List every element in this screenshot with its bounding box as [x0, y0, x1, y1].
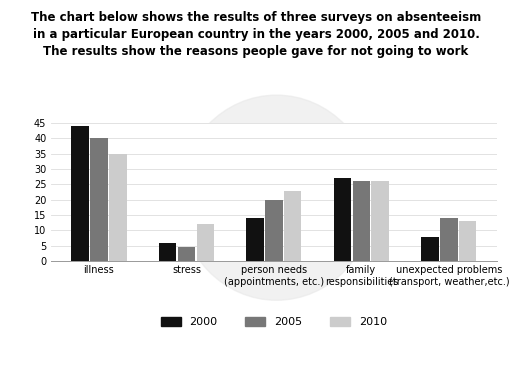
Bar: [284, 191, 302, 261]
Bar: [440, 218, 458, 261]
Bar: [178, 247, 195, 261]
Bar: [334, 178, 351, 261]
Text: The chart below shows the results of three surveys on absenteeism
in a particula: The chart below shows the results of thr…: [31, 11, 481, 58]
Bar: [90, 138, 108, 261]
Bar: [109, 154, 126, 261]
Bar: [159, 243, 177, 261]
Bar: [197, 224, 214, 261]
Bar: [72, 126, 89, 261]
Bar: [459, 221, 476, 261]
Bar: [265, 200, 283, 261]
Bar: [246, 218, 264, 261]
Bar: [421, 236, 439, 261]
Bar: [353, 181, 370, 261]
Legend: 2000, 2005, 2010: 2000, 2005, 2010: [161, 317, 387, 327]
Bar: [371, 181, 389, 261]
